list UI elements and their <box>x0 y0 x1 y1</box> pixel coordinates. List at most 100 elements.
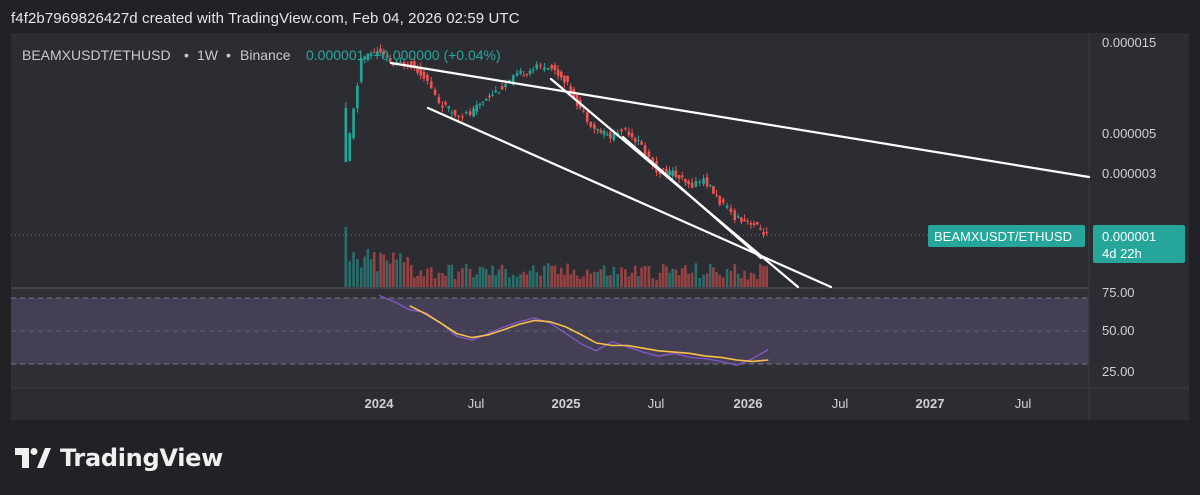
candle <box>366 53 370 62</box>
candle-body <box>755 222 759 225</box>
volume-bar <box>543 265 546 287</box>
symbol-tag-label: BEAMXUSDT/ETHUSD <box>934 229 1072 244</box>
volume-bar <box>651 278 655 287</box>
volume-bar <box>447 264 451 287</box>
volume-bar <box>687 273 690 287</box>
candle-body <box>569 86 573 94</box>
candle <box>743 214 746 222</box>
candle <box>363 55 367 64</box>
candle <box>556 65 560 80</box>
volume-bar <box>661 264 665 287</box>
volume-bar <box>363 256 367 287</box>
candle-body <box>640 141 643 145</box>
volume-bar <box>721 277 725 287</box>
volume-bar <box>671 268 675 287</box>
candle <box>522 70 526 77</box>
price-pane[interactable] <box>11 33 1089 287</box>
candle-body <box>668 170 671 176</box>
volume-bar <box>755 279 759 287</box>
candle <box>759 224 762 231</box>
candle <box>535 61 539 71</box>
candle <box>733 208 737 224</box>
candle <box>399 57 402 64</box>
trendline-upper-long[interactable] <box>389 61 1091 179</box>
candle-body <box>379 48 382 53</box>
candle-body <box>746 220 750 222</box>
volume-bar <box>399 253 402 287</box>
volume-bar <box>690 272 694 287</box>
candle <box>413 57 416 71</box>
candle-body <box>752 223 756 225</box>
volume-bar <box>612 266 616 287</box>
volume-bar <box>376 271 379 287</box>
tradingview-logo[interactable]: TradingView <box>15 444 223 472</box>
volume-bar <box>698 277 702 287</box>
trendlines[interactable] <box>389 61 1091 289</box>
candle-body <box>630 133 634 138</box>
volume-bar <box>563 274 566 287</box>
candle <box>715 189 718 198</box>
trendline-short[interactable] <box>621 135 763 260</box>
candle-body <box>694 181 698 187</box>
chart-svg[interactable]: BEAMXUSDT/ETHUSD • 1W • Binance 0.000001… <box>11 33 1189 420</box>
candle-body <box>563 75 566 83</box>
candle <box>602 128 606 139</box>
volume-bar <box>637 276 640 287</box>
chart-area[interactable]: BEAMXUSDT/ETHUSD • 1W • Binance 0.000001… <box>11 33 1189 420</box>
volume-bar <box>640 267 643 287</box>
candle-body <box>702 178 705 184</box>
rsi-tick-75: 75.00 <box>1102 285 1135 300</box>
candle-body <box>690 182 694 188</box>
candle-body <box>585 112 589 122</box>
volume-bar <box>578 278 582 287</box>
volume-bar <box>708 263 712 287</box>
candle-body <box>344 107 348 163</box>
candle-body <box>399 61 402 63</box>
candle-body <box>515 73 519 76</box>
candle-body <box>416 67 419 73</box>
price-axis[interactable]: 0.000015 0.000005 0.000003 <box>1102 35 1156 181</box>
chart-legend[interactable]: BEAMXUSDT/ETHUSD • 1W • Binance 0.000001… <box>22 47 501 63</box>
candle-body <box>684 178 687 183</box>
rsi-axis[interactable]: 75.00 50.00 25.00 <box>1102 285 1135 379</box>
candle-body <box>406 63 410 65</box>
candle-body <box>481 101 485 103</box>
candle <box>372 48 376 54</box>
legend-change: +0.000000 (+0.04%) <box>373 47 501 63</box>
volume-bar <box>596 271 600 287</box>
candle-body <box>556 69 560 76</box>
candle <box>453 109 457 118</box>
candle <box>627 127 631 138</box>
volume-bar <box>582 276 585 287</box>
legend-symbol[interactable]: BEAMXUSDT/ETHUSD <box>22 47 171 63</box>
candle-body <box>546 67 550 70</box>
candle-body <box>376 51 379 56</box>
candle <box>525 73 529 78</box>
volume-bar <box>539 275 542 287</box>
volume-bar <box>366 248 370 287</box>
candle-body <box>447 106 451 109</box>
candle <box>630 128 634 141</box>
rsi-series <box>378 294 769 367</box>
volume-bar <box>391 252 395 287</box>
candle-body <box>441 105 444 108</box>
candle <box>494 86 498 94</box>
volume-bar <box>759 264 762 287</box>
candle-body <box>602 131 606 135</box>
volume-bar <box>680 268 684 287</box>
time-tick-jul-2027: Jul <box>1015 396 1032 411</box>
candle <box>497 91 501 95</box>
candle <box>382 48 386 58</box>
candle <box>385 52 389 62</box>
candle <box>419 62 423 80</box>
legend-interval[interactable]: 1W <box>197 47 219 63</box>
candle <box>674 165 678 180</box>
candle <box>388 54 392 64</box>
candle-body <box>643 145 647 155</box>
candle-body <box>497 92 501 94</box>
candle-body <box>539 65 542 67</box>
time-axis[interactable]: 2024 Jul 2025 Jul 2026 Jul 2027 Jul <box>365 396 1032 411</box>
candle-body <box>468 111 472 115</box>
candle-body <box>605 134 609 136</box>
candle <box>671 167 675 181</box>
